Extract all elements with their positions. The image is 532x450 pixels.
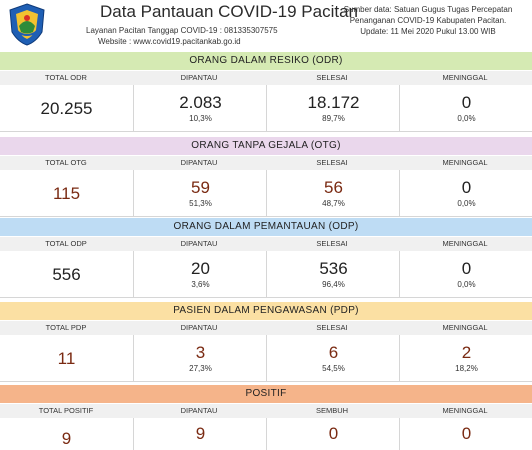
section-positif-column-headers: TOTAL POSITIF DIPANTAU SEMBUH MENINGGAL	[0, 404, 532, 418]
pacitan-regency-emblem-icon	[9, 3, 45, 46]
stat-percent: 0,0%	[457, 114, 476, 123]
stat-percent: 96,4%	[322, 280, 345, 289]
section-otg-values: 115 59 51,3% 56 48,7% 0 0,0%	[0, 170, 532, 217]
stat-value: 59	[191, 178, 210, 197]
column-header: SELESAI	[316, 73, 348, 82]
stat-cell: 20 3,6%	[133, 251, 267, 297]
stat-value: 115	[52, 184, 81, 203]
stat-cell: 2 18,2%	[399, 335, 532, 381]
stat-percent: 48,7%	[322, 199, 345, 208]
column-header: MENINGGAL	[442, 239, 488, 248]
stat-cell: 0 0,0%	[399, 170, 532, 216]
column-header: TOTAL PDP	[45, 323, 87, 332]
column-header: SEMBUH	[315, 406, 349, 415]
stat-value: 2	[461, 343, 472, 362]
column-header: DIPANTAU	[180, 73, 218, 82]
stat-value: 9	[61, 429, 72, 448]
stat-cell: 11	[0, 335, 133, 381]
section-odr-values: 20.255 2.083 10,3% 18.172 89,7% 0 0,0%	[0, 85, 532, 132]
section-pdp-title: PASIEN DALAM PENGAWASAN (PDP)	[0, 302, 532, 320]
column-header: DIPANTAU	[180, 239, 218, 248]
stat-value: 18.172	[307, 93, 360, 112]
source-line: Update: 11 Mei 2020 Pukul 13.00 WIB	[360, 27, 496, 36]
stat-cell: 2.083 10,3%	[133, 85, 267, 131]
stat-cell: 0 0,0%	[399, 85, 532, 131]
stat-percent: 54,5%	[322, 364, 345, 373]
stat-cell: 0	[266, 418, 400, 450]
stat-cell: 56 48,7%	[266, 170, 400, 216]
stat-cell: 0 0,0%	[399, 251, 532, 297]
stat-percent: 0,0%	[457, 280, 476, 289]
section-pdp-column-headers: TOTAL PDP DIPANTAU SELESAI MENINGGAL	[0, 321, 532, 335]
column-header: DIPANTAU	[180, 323, 218, 332]
source-line: Sumber data: Satuan Gugus Tugas Percepat…	[343, 5, 513, 14]
stat-percent: 18,2%	[455, 364, 478, 373]
stat-value: 11	[57, 349, 76, 368]
stat-value: 20	[191, 259, 210, 278]
column-header: SELESAI	[316, 158, 348, 167]
stat-cell: 536 96,4%	[266, 251, 400, 297]
stat-percent: 89,7%	[322, 114, 345, 123]
stat-percent: 10,3%	[189, 114, 212, 123]
stat-percent: 3,6%	[191, 280, 210, 289]
section-otg-column-headers: TOTAL OTG DIPANTAU SELESAI MENINGGAL	[0, 156, 532, 170]
stat-cell: 115	[0, 170, 133, 216]
stat-value: 0	[461, 259, 472, 278]
stat-value: 3	[195, 343, 206, 362]
column-header: SELESAI	[316, 323, 348, 332]
stat-cell: 556	[0, 251, 133, 297]
column-header: DIPANTAU	[180, 406, 218, 415]
section-otg-title: ORANG TANPA GEJALA (OTG)	[0, 137, 532, 155]
source-line: Penanganan COVID-19 Kabupaten Pacitan.	[349, 16, 507, 25]
stat-cell: 3 27,3%	[133, 335, 267, 381]
section-odp-column-headers: TOTAL ODP DIPANTAU SELESAI MENINGGAL	[0, 237, 532, 251]
stat-value: 20.255	[40, 99, 93, 118]
section-positif-title: POSITIF	[0, 385, 532, 403]
section-odp-title: ORANG DALAM PEMANTAUAN (ODP)	[0, 218, 532, 236]
stat-value: 0	[328, 424, 339, 443]
section-pdp-values: 11 3 27,3% 6 54,5% 2 18,2%	[0, 335, 532, 382]
column-header: DIPANTAU	[180, 158, 218, 167]
stat-cell: 0	[399, 418, 532, 450]
section-odr-title: ORANG DALAM RESIKO (ODR)	[0, 52, 532, 70]
column-header: TOTAL OTG	[45, 158, 87, 167]
data-source-note: Sumber data: Satuan Gugus Tugas Percepat…	[330, 4, 526, 37]
column-header: TOTAL ODR	[45, 73, 87, 82]
stat-percent: 0,0%	[457, 199, 476, 208]
stat-cell: 18.172 89,7%	[266, 85, 400, 131]
stat-percent: 51,3%	[189, 199, 212, 208]
column-header: MENINGGAL	[442, 158, 488, 167]
column-header: TOTAL POSITIF	[38, 406, 94, 415]
column-header: MENINGGAL	[442, 73, 488, 82]
stat-value: 0	[461, 93, 472, 112]
column-header: SELESAI	[316, 239, 348, 248]
stat-value: 536	[319, 259, 348, 278]
stat-cell: 9	[133, 418, 267, 450]
website-text: Website : www.covid19.pacitankab.go.id	[98, 37, 241, 46]
section-odr-column-headers: TOTAL ODR DIPANTAU SELESAI MENINGGAL	[0, 71, 532, 85]
stat-value: 56	[324, 178, 343, 197]
stat-cell: 9	[0, 418, 133, 450]
page-header: Data Pantauan COVID-19 Pacitan Layanan P…	[0, 0, 532, 48]
stat-value: 0	[461, 424, 472, 443]
column-header: MENINGGAL	[442, 323, 488, 332]
stat-cell: 6 54,5%	[266, 335, 400, 381]
hotline-text: Layanan Pacitan Tanggap COVID-19 : 08133…	[86, 26, 278, 35]
stat-percent: 27,3%	[189, 364, 212, 373]
column-header: TOTAL ODP	[45, 239, 87, 248]
stat-value: 556	[52, 265, 81, 284]
stat-value: 9	[195, 424, 206, 443]
stat-value: 2.083	[179, 93, 222, 112]
stat-value: 6	[328, 343, 339, 362]
page-title: Data Pantauan COVID-19 Pacitan	[100, 2, 358, 21]
column-header: MENINGGAL	[442, 406, 488, 415]
section-odp-values: 556 20 3,6% 536 96,4% 0 0,0%	[0, 251, 532, 298]
stat-cell: 20.255	[0, 85, 133, 131]
section-positif-values: 9 9 0 0	[0, 418, 532, 450]
stat-value: 0	[461, 178, 472, 197]
stat-cell: 59 51,3%	[133, 170, 267, 216]
